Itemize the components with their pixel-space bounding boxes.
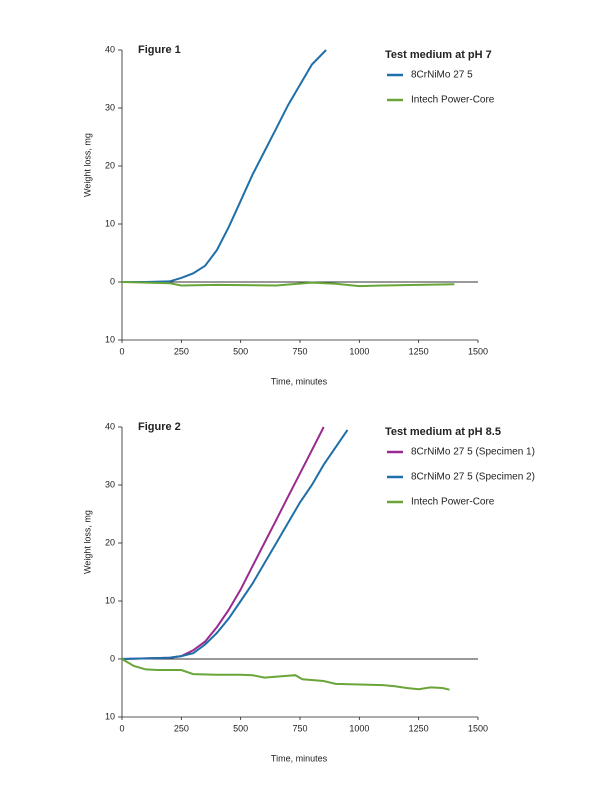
x-tick-label: 250	[174, 346, 189, 356]
legend-label: 8CrNiMo 27 5 (Specimen 1)	[411, 447, 535, 458]
x-axis-label: Time, minutes	[271, 376, 328, 386]
series-line	[121, 658, 450, 691]
x-tick-label: 500	[233, 723, 248, 733]
y-axis-label: Weight loss, mg	[82, 133, 92, 197]
x-tick-label: 1250	[409, 346, 429, 356]
x-tick-label: 1500	[468, 723, 488, 733]
y-tick-label: 30	[105, 479, 115, 489]
x-tick-label: 250	[174, 723, 189, 733]
y-tick-label: 10	[105, 218, 115, 228]
y-tick-label: 10	[105, 334, 115, 344]
y-tick-label: 40	[105, 44, 115, 54]
x-tick-label: 1500	[468, 346, 488, 356]
legend-title: Test medium at pH 7	[385, 49, 492, 61]
figure-title: Figure 2	[138, 421, 181, 433]
x-tick-label: 1000	[349, 723, 369, 733]
y-tick-label: 0	[110, 276, 115, 286]
figure-title: Figure 1	[138, 44, 181, 56]
y-tick-label: 20	[105, 160, 115, 170]
series-line	[122, 49, 327, 283]
x-tick-label: 1250	[409, 723, 429, 733]
y-tick-label: 0	[110, 653, 115, 663]
legend-title: Test medium at pH 8.5	[385, 426, 501, 438]
y-tick-label: 20	[105, 537, 115, 547]
legend-label: Intech Power-Core	[411, 95, 495, 106]
x-tick-label: 0	[119, 723, 124, 733]
x-tick-label: 500	[233, 346, 248, 356]
y-tick-label: 30	[105, 102, 115, 112]
x-tick-label: 750	[292, 346, 307, 356]
y-tick-label: 40	[105, 421, 115, 431]
series-line	[121, 281, 455, 288]
x-tick-label: 1000	[349, 346, 369, 356]
legend-label: 8CrNiMo 27 5 (Specimen 2)	[411, 472, 535, 483]
y-axis-label: Weight loss, mg	[82, 510, 92, 574]
x-tick-label: 0	[119, 346, 124, 356]
series-line	[121, 429, 349, 660]
y-tick-label: 10	[105, 595, 115, 605]
y-tick-label: 10	[105, 711, 115, 721]
x-tick-label: 750	[292, 723, 307, 733]
legend-label: 8CrNiMo 27 5	[411, 70, 473, 81]
legend-label: Intech Power-Core	[411, 497, 495, 508]
x-axis-label: Time, minutes	[271, 753, 328, 763]
